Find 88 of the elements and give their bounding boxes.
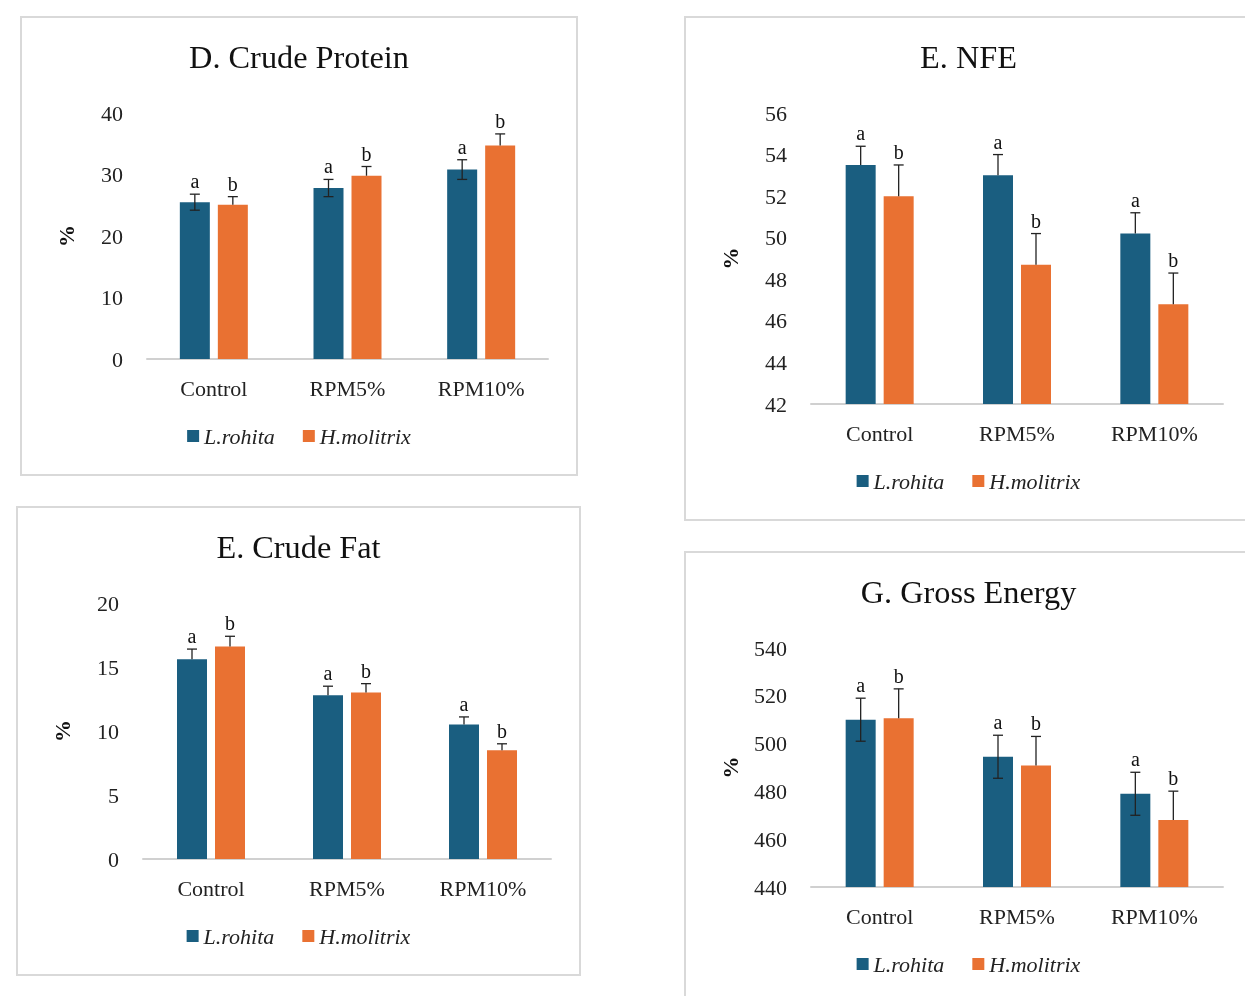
data-label: a xyxy=(459,692,469,715)
chart-title: D. Crude Protein xyxy=(189,39,409,75)
bar xyxy=(447,169,478,359)
bar xyxy=(351,175,382,359)
y-tick-label: 15 xyxy=(97,654,119,680)
bar xyxy=(217,204,248,359)
legend-label: H.molitrix xyxy=(318,923,411,949)
data-label: b xyxy=(495,109,506,132)
bar xyxy=(485,145,516,359)
y-tick-label: 10 xyxy=(97,718,119,744)
y-tick-label: 44 xyxy=(765,349,787,375)
legend-label: H.molitrix xyxy=(988,951,1081,977)
y-tick-label: 46 xyxy=(765,308,787,334)
y-tick-label: 520 xyxy=(754,683,787,709)
y-tick-label: 42 xyxy=(765,391,787,417)
legend-label: H.molitrix xyxy=(318,423,412,449)
bar xyxy=(449,724,479,859)
bar xyxy=(313,695,343,859)
legend-label: L.rohita xyxy=(203,423,275,449)
legend-label: L.rohita xyxy=(202,923,275,949)
bar xyxy=(177,659,207,859)
y-tick-label: 40 xyxy=(101,100,123,126)
data-label: b xyxy=(1031,712,1041,735)
data-label: b xyxy=(893,664,904,687)
bar xyxy=(215,646,245,859)
x-tick-label: RPM5% xyxy=(309,375,386,401)
y-tick-label: 10 xyxy=(101,285,123,310)
bar xyxy=(179,202,210,359)
data-label: a xyxy=(856,674,866,697)
y-tick-label: 440 xyxy=(754,874,787,900)
y-axis-title: % xyxy=(49,720,75,742)
chart-title: E. Crude Fat xyxy=(216,529,381,565)
y-tick-label: 30 xyxy=(101,162,123,187)
x-tick-label: RPM10% xyxy=(439,875,527,901)
data-label: a xyxy=(323,662,333,685)
y-tick-label: 5 xyxy=(108,782,119,808)
x-tick-label: Control xyxy=(846,420,914,446)
data-label: b xyxy=(225,612,235,635)
bar xyxy=(351,692,381,859)
data-label: b xyxy=(361,659,371,682)
chart-title: G. Gross Energy xyxy=(860,574,1078,610)
x-tick-label: RPM5% xyxy=(979,903,1055,929)
y-tick-label: 20 xyxy=(97,590,119,616)
x-tick-label: Control xyxy=(177,875,245,901)
y-tick-label: 0 xyxy=(108,846,119,872)
legend-label: L.rohita xyxy=(872,951,945,977)
data-label: b xyxy=(1168,249,1179,272)
y-tick-label: 56 xyxy=(765,100,787,126)
data-label: a xyxy=(1130,748,1140,771)
legend-label: L.rohita xyxy=(872,468,945,494)
data-label: b xyxy=(497,719,507,742)
x-tick-label: Control xyxy=(846,903,914,929)
data-label: a xyxy=(324,155,334,178)
x-tick-label: RPM10% xyxy=(1110,903,1198,929)
data-label: a xyxy=(1130,188,1140,211)
data-label: a xyxy=(993,711,1003,734)
y-tick-label: 540 xyxy=(754,635,787,661)
y-axis-title: % xyxy=(717,247,743,270)
chart-title: E. NFE xyxy=(920,39,1017,75)
y-tick-label: 48 xyxy=(765,266,787,292)
y-axis-title: % xyxy=(717,756,743,779)
data-label: a xyxy=(190,170,200,193)
data-label: a xyxy=(187,625,197,648)
data-label: b xyxy=(1031,209,1041,232)
data-label: a xyxy=(993,130,1003,153)
y-tick-label: 50 xyxy=(765,225,787,251)
data-label: b xyxy=(361,142,372,165)
x-tick-label: RPM10% xyxy=(437,375,525,401)
y-tick-label: 500 xyxy=(754,731,787,757)
bar xyxy=(313,188,344,359)
data-label: a xyxy=(856,122,866,145)
y-tick-label: 480 xyxy=(754,778,787,804)
data-label: b xyxy=(893,140,904,163)
y-tick-label: 54 xyxy=(765,142,787,168)
x-tick-label: RPM10% xyxy=(1110,420,1198,446)
bar xyxy=(487,750,517,859)
data-label: b xyxy=(1168,767,1179,790)
x-tick-label: RPM5% xyxy=(979,420,1055,446)
x-tick-label: RPM5% xyxy=(309,875,385,901)
y-tick-label: 20 xyxy=(101,223,123,249)
data-label: b xyxy=(227,172,238,195)
y-tick-label: 0 xyxy=(112,346,123,372)
x-tick-label: Control xyxy=(180,375,248,401)
y-axis-title: % xyxy=(53,225,79,247)
legend-label: H.molitrix xyxy=(988,468,1081,494)
data-label: a xyxy=(457,135,467,158)
y-tick-label: 460 xyxy=(754,826,787,852)
y-tick-label: 52 xyxy=(765,183,787,209)
